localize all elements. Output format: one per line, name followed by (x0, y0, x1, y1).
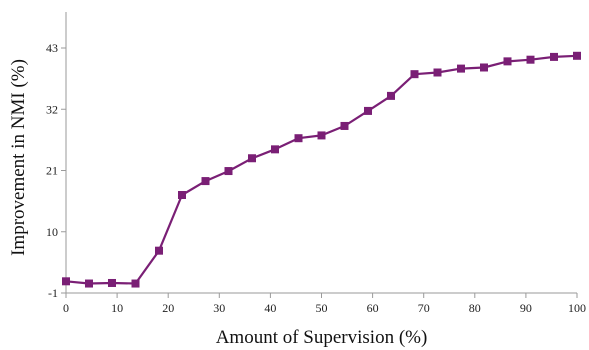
data-point (364, 106, 373, 115)
data-point (317, 131, 326, 140)
x-tick-label: 20 (162, 301, 174, 315)
data-point (433, 68, 442, 77)
data-point (62, 277, 70, 286)
data-point (573, 51, 581, 60)
data-point (340, 121, 349, 130)
data-point (201, 177, 210, 186)
x-tick-label: 10 (111, 301, 123, 315)
data-point (294, 134, 303, 143)
x-tick-label: 60 (367, 301, 379, 315)
y-axis-title: Improvement in NMI (%) (8, 59, 29, 256)
data-point (410, 70, 419, 79)
data-point (248, 154, 257, 163)
data-point (386, 91, 395, 100)
x-axis-title: Amount of Supervision (%) (216, 327, 428, 348)
y-tick-label: 21 (46, 164, 58, 178)
data-point (270, 145, 279, 154)
data-point (503, 57, 512, 66)
data-point (224, 167, 233, 176)
data-point (177, 191, 186, 199)
data-point (550, 52, 559, 61)
series-line (65, 54, 578, 285)
data-point (107, 278, 116, 287)
x-tick-label: 50 (316, 301, 328, 315)
x-ticks: 0 10 20 30 40 50 60 70 80 90 100 (63, 293, 586, 315)
x-tick-label: 70 (418, 301, 430, 315)
series-layer (62, 51, 581, 288)
y-tick-label: 43 (46, 41, 58, 55)
x-tick-label: 100 (568, 301, 586, 315)
y-tick-label: -1 (48, 286, 58, 300)
data-point (84, 279, 93, 288)
x-tick-label: 40 (264, 301, 276, 315)
x-tick-label: 80 (469, 301, 481, 315)
x-tick-label: 30 (213, 301, 225, 315)
x-tick-label: 90 (520, 301, 532, 315)
y-tick-label: 10 (46, 225, 58, 239)
x-tick-label: 0 (63, 301, 69, 315)
data-point (479, 63, 488, 72)
axes (65, 12, 577, 294)
data-point (457, 64, 466, 73)
y-tick-label: 32 (46, 102, 58, 116)
data-point (131, 279, 140, 288)
data-point (526, 55, 535, 64)
y-ticks: -1 10 21 32 43 (46, 41, 66, 300)
data-point (155, 246, 164, 255)
